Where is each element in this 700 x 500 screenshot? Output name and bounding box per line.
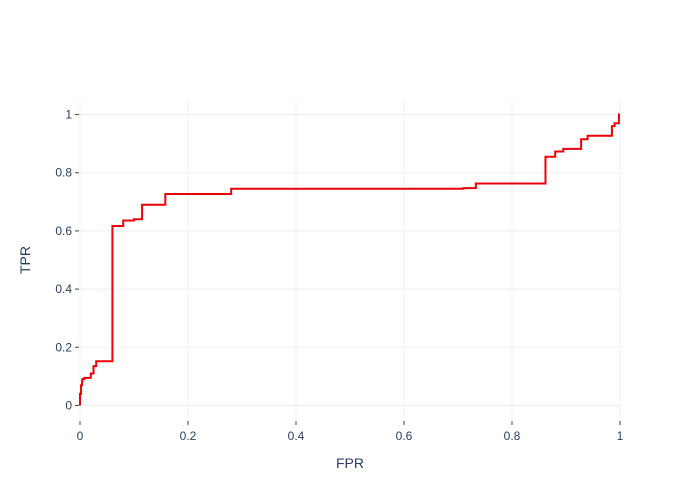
series-layer [79, 113, 620, 406]
x-tick-label: 0.4 [288, 429, 305, 443]
y-gridlines [80, 114, 620, 406]
x-tick-label: 1 [617, 429, 624, 443]
x-tick-label: 0.6 [396, 429, 413, 443]
x-gridlines [79, 100, 621, 420]
x-tick-label: 0.8 [504, 429, 521, 443]
x-tick-label: 0.2 [180, 429, 197, 443]
x-tick-label: 0 [77, 429, 84, 443]
x-axis-ticks: 0 0.2 0.4 0.6 0.8 1 [77, 421, 624, 443]
y-tick-label: 0.6 [55, 224, 72, 238]
y-tick-label: 0 [65, 398, 72, 412]
y-axis-ticks: 0 0.2 0.4 0.6 0.8 1 [55, 108, 79, 412]
y-axis-title: TPR [17, 246, 33, 274]
y-tick-label: 1 [65, 108, 72, 122]
y-tick-label: 0.4 [55, 282, 72, 296]
x-axis-title: FPR [336, 455, 364, 471]
y-tick-label: 0.8 [55, 166, 72, 180]
y-tick-label: 0.2 [55, 340, 72, 354]
roc-curve-line [79, 113, 620, 406]
